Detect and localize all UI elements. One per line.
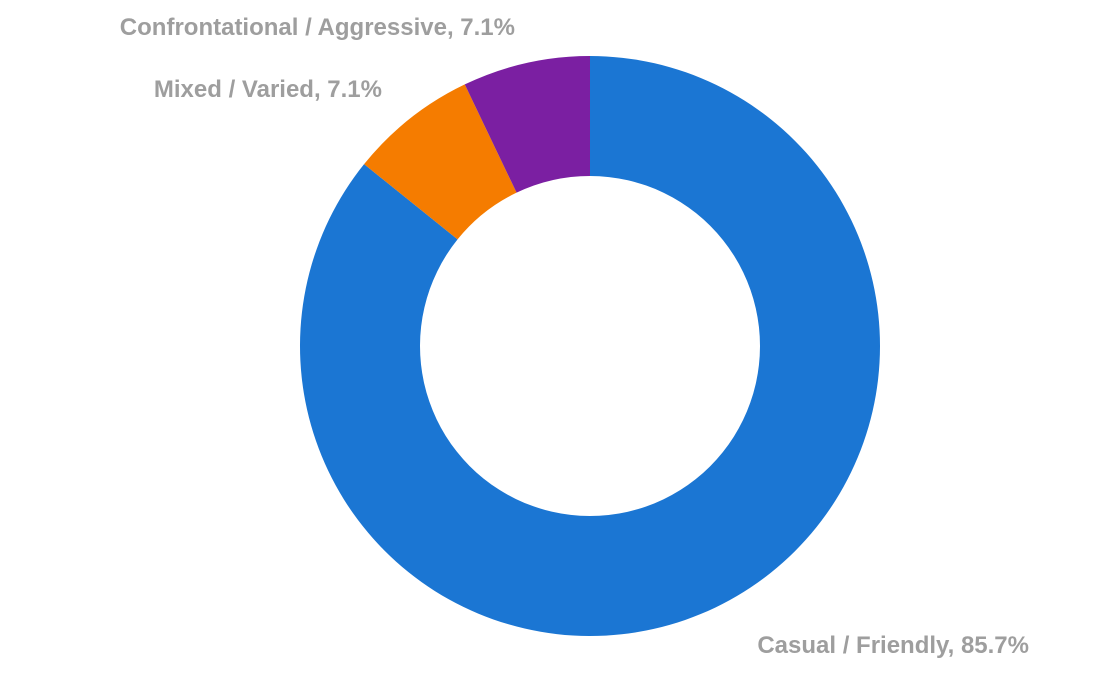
donut-slices: [300, 56, 881, 636]
slice-label-confrontational-aggressive: Confrontational / Aggressive, 7.1%: [120, 14, 515, 41]
slice-mixed-varied: [364, 84, 517, 240]
slice-label-mixed-varied: Mixed / Varied, 7.1%: [154, 76, 382, 103]
slice-labels: Casual / Friendly, 85.7% Mixed / Varied,…: [120, 14, 1029, 659]
slice-confrontational-aggressive: [464, 56, 590, 193]
slice-casual-friendly: [300, 56, 881, 636]
slice-label-casual-friendly: Casual / Friendly, 85.7%: [757, 632, 1029, 659]
